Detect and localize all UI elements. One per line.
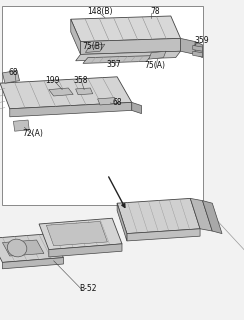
- Polygon shape: [0, 77, 132, 109]
- Polygon shape: [85, 44, 105, 52]
- Text: 357: 357: [107, 60, 122, 68]
- Polygon shape: [193, 45, 203, 51]
- Polygon shape: [10, 102, 132, 117]
- Text: 148(B): 148(B): [87, 7, 113, 16]
- Text: 199: 199: [45, 76, 60, 84]
- Polygon shape: [132, 102, 142, 114]
- Text: 72(A): 72(A): [22, 129, 43, 138]
- Polygon shape: [39, 218, 122, 250]
- Polygon shape: [76, 51, 181, 61]
- Bar: [2, 6, 203, 205]
- Text: 75(B): 75(B): [82, 42, 103, 51]
- Text: 78: 78: [150, 7, 160, 16]
- Polygon shape: [76, 88, 93, 95]
- Polygon shape: [83, 56, 151, 63]
- Polygon shape: [71, 16, 181, 42]
- Polygon shape: [203, 201, 222, 234]
- Polygon shape: [117, 203, 127, 241]
- Polygon shape: [49, 244, 122, 257]
- Text: B-52: B-52: [79, 284, 97, 293]
- Polygon shape: [2, 240, 44, 256]
- Polygon shape: [195, 42, 203, 58]
- Polygon shape: [117, 198, 200, 234]
- Polygon shape: [13, 120, 29, 131]
- Text: 68: 68: [112, 98, 122, 107]
- Polygon shape: [0, 234, 63, 262]
- Polygon shape: [46, 221, 107, 246]
- Text: 75(A): 75(A): [144, 61, 165, 70]
- Text: 359: 359: [194, 36, 209, 45]
- Polygon shape: [193, 51, 203, 57]
- Polygon shape: [71, 19, 81, 54]
- Ellipse shape: [7, 239, 27, 257]
- Text: 358: 358: [73, 76, 88, 85]
- Text: 68: 68: [9, 68, 18, 77]
- Polygon shape: [190, 198, 212, 231]
- Polygon shape: [2, 258, 63, 269]
- Polygon shape: [98, 98, 117, 105]
- Polygon shape: [49, 88, 73, 96]
- Polygon shape: [181, 38, 195, 54]
- Polygon shape: [81, 38, 181, 54]
- Polygon shape: [127, 229, 200, 241]
- Polygon shape: [149, 51, 166, 59]
- Polygon shape: [2, 70, 20, 83]
